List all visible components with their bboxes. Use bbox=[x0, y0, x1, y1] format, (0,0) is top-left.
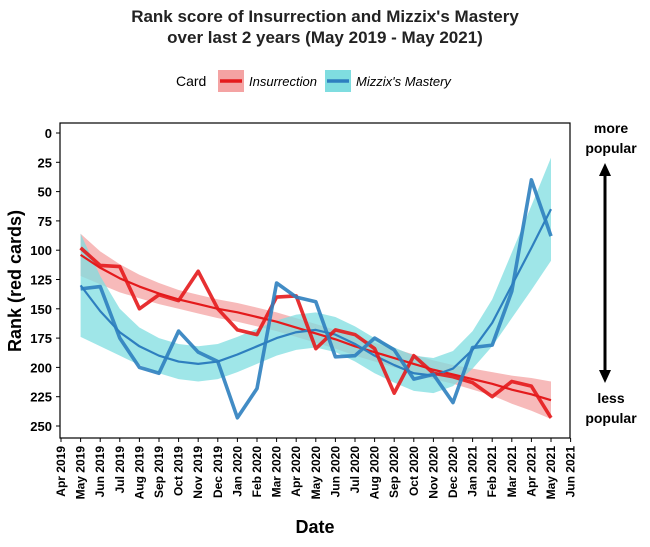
more-popular-line2: popular bbox=[585, 140, 637, 156]
y-tick-label-75: 75 bbox=[38, 214, 52, 229]
mizzix-s-mastery-line bbox=[80, 178, 553, 420]
x-tick-label-sep-2020: Sep 2020 bbox=[387, 446, 401, 498]
legend: Card Insurrection Mizzix's Mastery bbox=[176, 70, 452, 92]
y-tick-label-150: 150 bbox=[30, 302, 52, 317]
popularity-arrow bbox=[599, 163, 611, 383]
x-tick-label-nov-2020: Nov 2020 bbox=[426, 446, 440, 499]
y-tick-label-25: 25 bbox=[38, 155, 52, 170]
x-tick-label-jun-2019: Jun 2019 bbox=[93, 446, 107, 498]
x-tick-label-may-2019: May 2019 bbox=[74, 446, 88, 500]
legend-label-mizzix-s-mastery: Mizzix's Mastery bbox=[356, 74, 452, 89]
arrow-head-up bbox=[599, 163, 611, 176]
x-tick-label-apr-2019: Apr 2019 bbox=[54, 446, 68, 497]
confidence-bands bbox=[80, 157, 551, 419]
y-tick-label-125: 125 bbox=[30, 273, 52, 288]
x-tick-label-apr-2021: Apr 2021 bbox=[524, 446, 538, 497]
x-tick-label-nov-2019: Nov 2019 bbox=[191, 446, 205, 499]
x-axis: Apr 2019 May 2019 Jun 2019 Jul 2019 Aug 2019… bbox=[54, 438, 578, 499]
y-axis: 0 25 50 75 100 125 150 175 200 225 250 bbox=[30, 126, 60, 434]
legend-label-insurrection: Insurrection bbox=[249, 74, 317, 89]
legend-title: Card bbox=[176, 73, 206, 89]
plot-panel-border bbox=[59, 122, 571, 439]
y-tick-label-0: 0 bbox=[45, 126, 52, 141]
insurrection-line bbox=[79, 246, 553, 419]
x-tick-label-sep-2019: Sep 2019 bbox=[152, 446, 166, 498]
less-popular-line1: less bbox=[597, 390, 625, 406]
y-tick-label-175: 175 bbox=[30, 331, 52, 346]
less-popular-line2: popular bbox=[585, 410, 637, 426]
more-popular-line1: more bbox=[593, 120, 629, 136]
x-tick-label-aug-2019: Aug 2019 bbox=[132, 446, 146, 500]
y-tick-label-250: 250 bbox=[30, 419, 52, 434]
x-tick-label-dec-2019: Dec 2019 bbox=[211, 446, 225, 498]
x-tick-label-aug-2020: Aug 2020 bbox=[368, 446, 382, 500]
x-tick-label-oct-2019: Oct 2019 bbox=[172, 446, 186, 496]
mizzix-s-mastery-confidence-band bbox=[80, 157, 551, 394]
more-popular-note: more popular bbox=[578, 118, 644, 158]
x-tick-label-apr-2020: Apr 2020 bbox=[289, 446, 303, 497]
x-tick-label-may-2020: May 2020 bbox=[309, 446, 323, 500]
x-tick-label-jun-2021: Jun 2021 bbox=[564, 446, 578, 498]
x-tick-label-jul-2019: Jul 2019 bbox=[113, 446, 127, 494]
x-tick-label-jul-2020: Jul 2020 bbox=[348, 446, 362, 494]
x-tick-label-feb-2020: Feb 2020 bbox=[250, 446, 264, 498]
y-axis-label: Rank (red cards) bbox=[5, 210, 25, 352]
x-tick-label-may-2021: May 2021 bbox=[544, 446, 558, 500]
x-tick-label-feb-2021: Feb 2021 bbox=[485, 446, 499, 498]
less-popular-note: less popular bbox=[578, 388, 644, 428]
arrow-head-down bbox=[599, 370, 611, 383]
y-tick-label-50: 50 bbox=[38, 185, 52, 200]
x-tick-label-dec-2020: Dec 2020 bbox=[446, 446, 460, 498]
series-lines bbox=[79, 178, 553, 420]
y-tick-label-200: 200 bbox=[30, 360, 52, 375]
x-tick-label-jun-2020: Jun 2020 bbox=[328, 446, 342, 498]
chart-title-line1: Rank score of Insurrection and Mizzix's … bbox=[131, 7, 519, 26]
x-tick-label-mar-2021: Mar 2021 bbox=[505, 446, 519, 498]
chart-title: Rank score of Insurrection and Mizzix's … bbox=[0, 6, 650, 48]
y-tick-label-225: 225 bbox=[30, 390, 52, 405]
x-tick-label-mar-2020: Mar 2020 bbox=[270, 446, 284, 498]
chart-title-line2: over last 2 years (May 2019 - May 2021) bbox=[167, 28, 483, 47]
x-tick-label-jan-2021: Jan 2021 bbox=[466, 446, 480, 497]
y-tick-label-100: 100 bbox=[30, 243, 52, 258]
x-tick-label-oct-2020: Oct 2020 bbox=[407, 446, 421, 496]
x-axis-label: Date bbox=[295, 517, 334, 537]
x-tick-label-jan-2020: Jan 2020 bbox=[230, 446, 244, 497]
